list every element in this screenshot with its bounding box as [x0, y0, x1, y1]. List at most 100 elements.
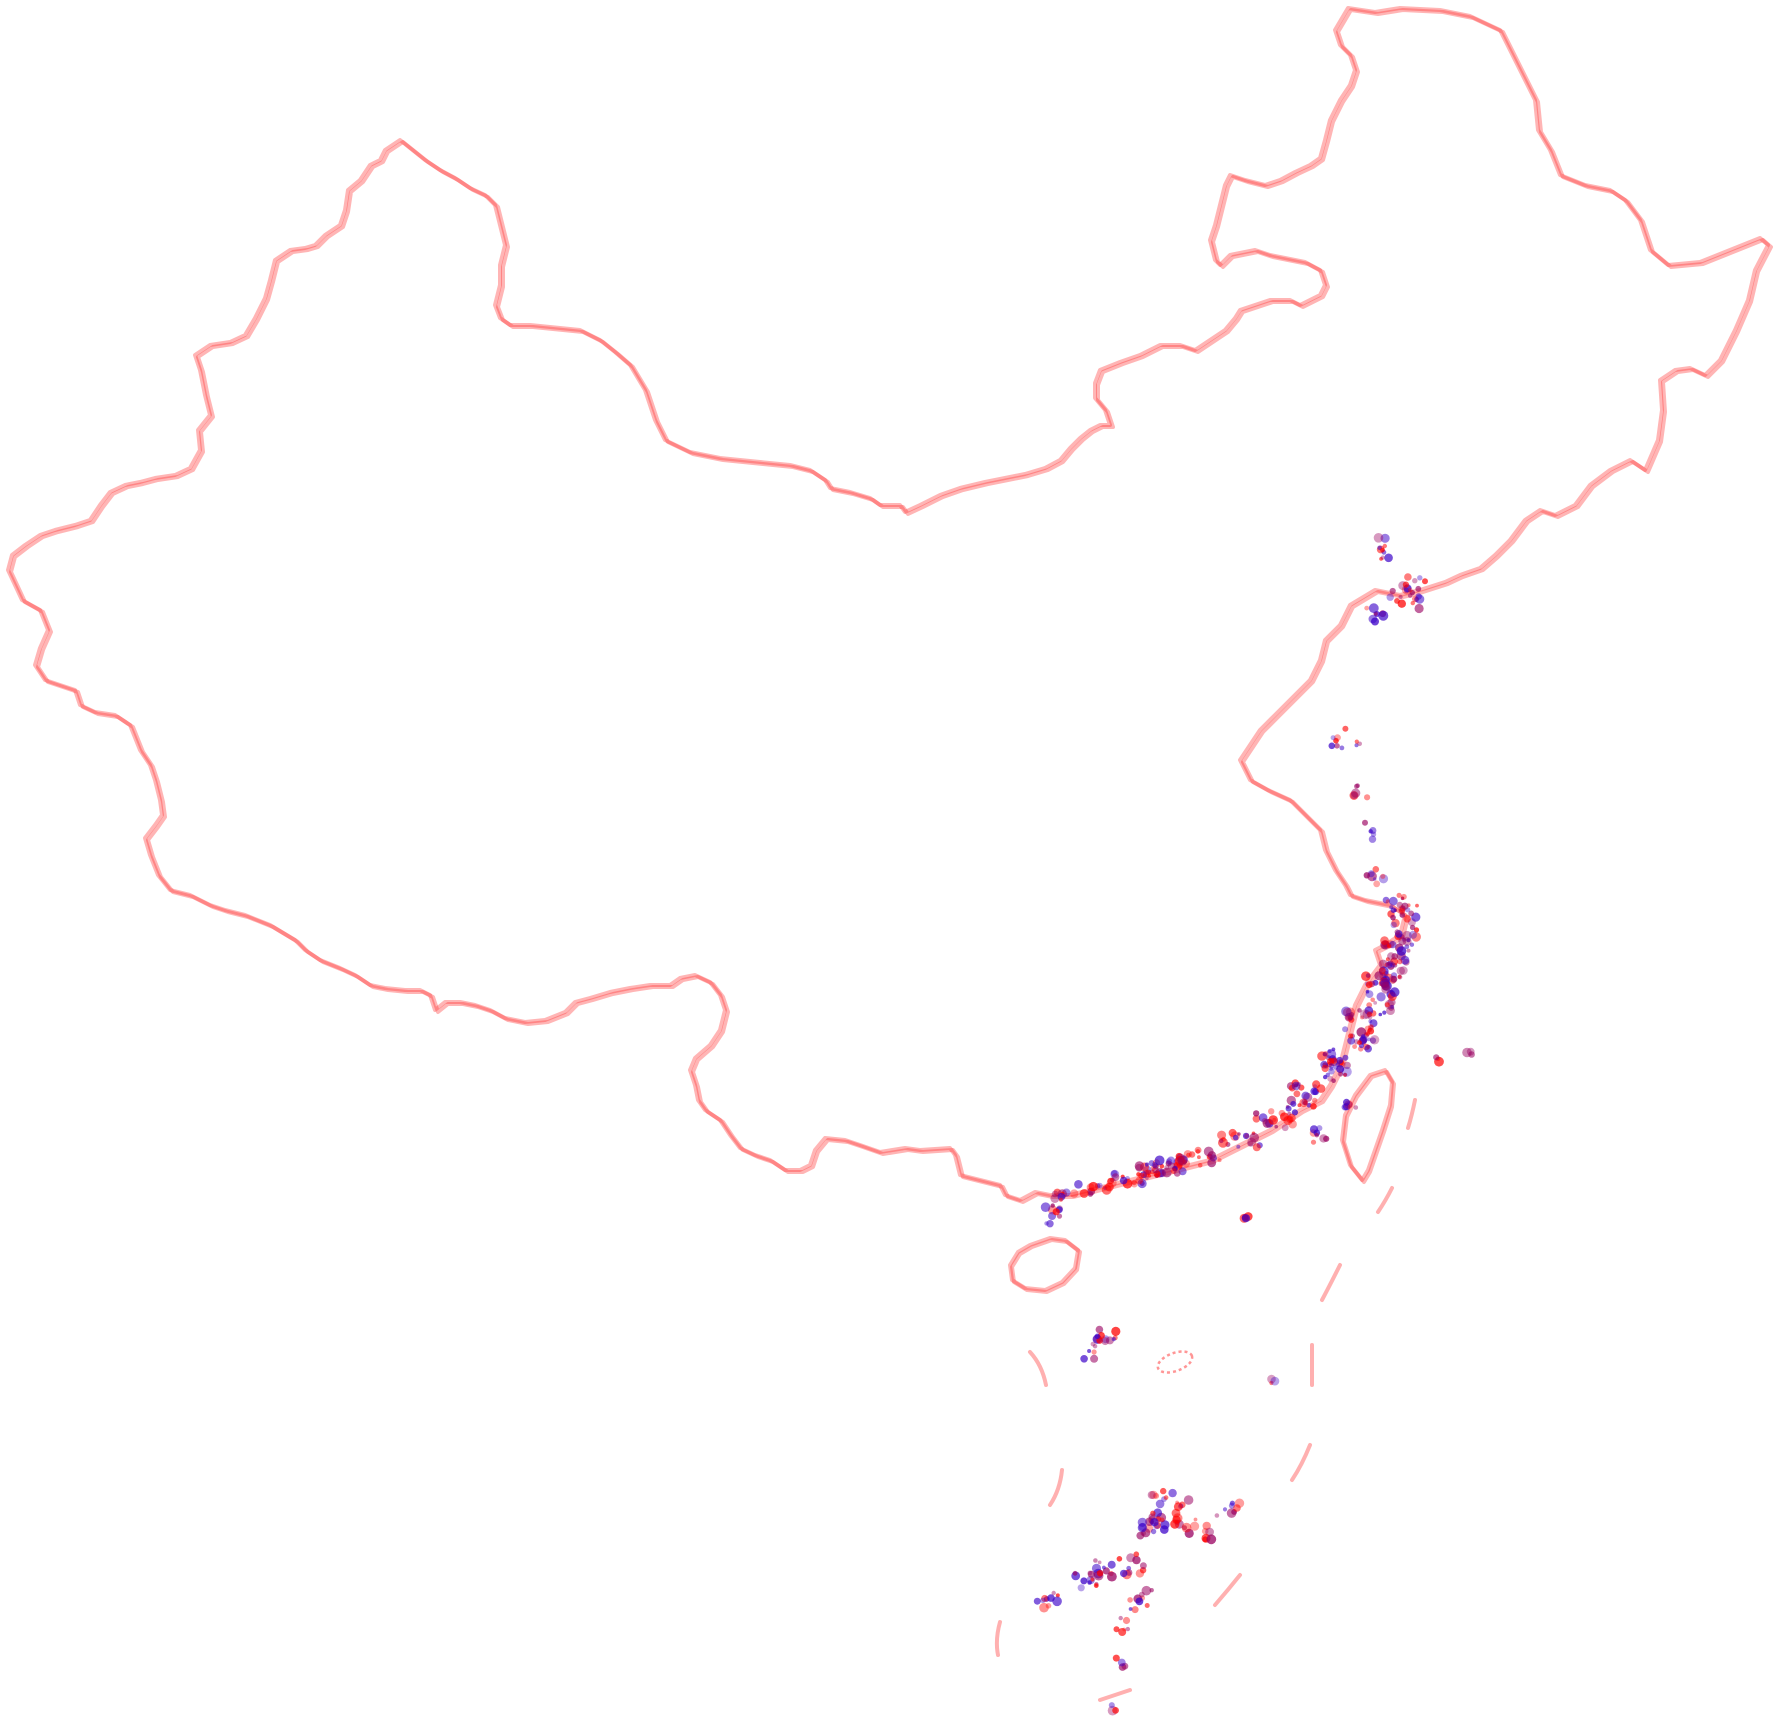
occurrence-point: [1402, 930, 1412, 941]
occurrence-point: [1041, 1594, 1049, 1603]
occurrence-point: [1173, 1170, 1181, 1177]
occurrence-point: [1150, 1528, 1157, 1535]
occurrence-point: [1409, 589, 1416, 596]
occurrence-point: [1396, 966, 1406, 976]
occurrence-point: [1163, 1495, 1169, 1500]
mainland-outline-a: [6, 6, 1770, 1202]
occurrence-point: [1415, 594, 1425, 604]
occurrence-point: [1184, 1528, 1194, 1538]
occurrence-point: [1149, 1490, 1158, 1500]
occurrence-point: [1402, 581, 1409, 588]
occurrence-point: [1137, 1517, 1147, 1527]
occurrence-point: [1118, 1663, 1127, 1671]
occurrence-point: [1401, 902, 1409, 910]
occurrence-point: [1379, 557, 1383, 561]
occurrence-point: [1244, 1133, 1250, 1139]
occurrence-point: [1144, 1603, 1150, 1608]
occurrence-point: [1357, 1040, 1362, 1046]
occurrence-point: [1197, 1155, 1201, 1160]
occurrence-point: [1328, 742, 1336, 750]
occurrence-point: [1111, 1326, 1121, 1336]
occurrence-point: [1087, 1191, 1094, 1197]
occurrence-point: [1368, 614, 1378, 624]
occurrence-point: [1118, 1615, 1123, 1621]
occurrence-point: [1374, 971, 1384, 981]
occurrence-point: [1133, 1551, 1140, 1557]
occurrence-point: [1352, 1044, 1357, 1049]
occurrence-point: [1206, 1534, 1217, 1545]
occurrence-point: [1385, 957, 1390, 962]
occurrence-point: [1417, 575, 1423, 581]
occurrence-point: [1094, 1333, 1101, 1340]
occurrence-point: [1408, 910, 1415, 917]
occurrence-point: [1172, 1515, 1181, 1525]
occurrence-point: [1380, 533, 1390, 543]
occurrence-point: [1107, 1571, 1117, 1582]
occurrence-point: [1241, 1214, 1250, 1223]
occurrence-point: [1188, 1151, 1196, 1158]
occurrence-point: [1342, 1026, 1349, 1033]
occurrence-point: [1341, 1006, 1351, 1017]
occurrence-point: [1350, 791, 1358, 800]
occurrence-point: [1285, 1105, 1292, 1112]
occurrence-point: [1092, 1344, 1098, 1349]
occurrence-point: [1167, 1162, 1175, 1170]
occurrence-point: [1113, 1626, 1120, 1633]
occurrence-point: [1091, 1349, 1097, 1355]
occurrence-point: [1401, 893, 1407, 900]
occurrence-point: [1339, 745, 1345, 751]
dash-segment-9: [1376, 1186, 1394, 1214]
occurrence-point: [1327, 1058, 1335, 1066]
occurrence-point: [1131, 1180, 1137, 1186]
occurrence-point: [1395, 930, 1403, 938]
occurrence-point: [1079, 1189, 1089, 1198]
occurrence-point: [1127, 1597, 1133, 1603]
occurrence-point: [1252, 1115, 1261, 1123]
occurrence-point: [1039, 1602, 1049, 1613]
occurrence-point: [1207, 1158, 1217, 1168]
occurrence-point: [1261, 1118, 1268, 1124]
occurrence-point: [1072, 1570, 1078, 1576]
occurrence-point: [1149, 1588, 1154, 1593]
occurrence-point: [1117, 1658, 1126, 1667]
occurrence-point: [1116, 1556, 1123, 1562]
mainland-boundary: [6, 6, 1773, 1204]
occurrence-point: [1288, 1119, 1297, 1129]
occurrence-point: [1281, 1124, 1289, 1132]
occurrence-point: [1252, 1143, 1261, 1152]
occurrence-point: [1334, 743, 1340, 749]
occurrence-point: [1145, 1176, 1149, 1180]
occurrence-point: [1134, 1161, 1145, 1171]
occurrence-point: [1135, 1597, 1144, 1606]
occurrence-points: [1033, 533, 1475, 1716]
occurrence-point: [1368, 603, 1379, 614]
occurrence-point: [1080, 1577, 1088, 1585]
occurrence-point: [1107, 1560, 1116, 1569]
occurrence-point: [1380, 936, 1389, 945]
occurrence-point: [1137, 1178, 1147, 1189]
occurrence-point: [1110, 1170, 1118, 1177]
occurrence-point: [1433, 1054, 1440, 1061]
occurrence-point: [1195, 1149, 1201, 1154]
occurrence-point: [1141, 1585, 1152, 1596]
occurrence-point: [1153, 1508, 1163, 1518]
occurrence-point: [1334, 734, 1341, 741]
occurrence-point: [1397, 599, 1407, 608]
occurrence-point: [1322, 1052, 1328, 1057]
occurrence-point: [1321, 1064, 1329, 1073]
occurrence-point: [1247, 1140, 1254, 1147]
occurrence-point: [1055, 1593, 1060, 1598]
occurrence-point: [1396, 892, 1402, 898]
dash-segment-4: [1098, 1688, 1132, 1702]
occurrence-point: [1207, 1151, 1216, 1160]
occurrence-point: [1218, 1137, 1228, 1148]
occurrence-point: [1316, 1125, 1323, 1132]
occurrence-point: [1367, 1037, 1371, 1042]
occurrence-point: [1144, 1162, 1149, 1167]
occurrence-point: [1136, 1531, 1145, 1540]
occurrence-point: [1131, 1606, 1139, 1614]
occurrence-point: [1147, 1491, 1156, 1499]
hainan-boundary: [1008, 1236, 1082, 1294]
occurrence-point: [1369, 1019, 1378, 1028]
